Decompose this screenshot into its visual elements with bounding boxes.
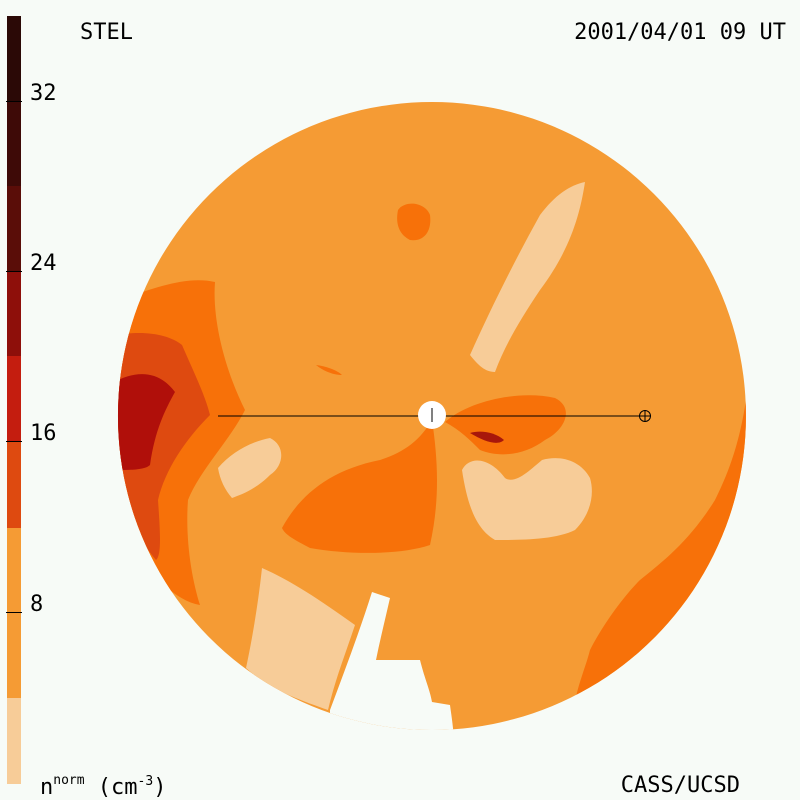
colorbar-label-32: 32	[30, 81, 57, 106]
colorbar-tick-8	[6, 612, 22, 613]
colorbar-label-24: 24	[30, 251, 57, 276]
unit-sup: norm	[53, 773, 85, 788]
unit-exp: -3	[137, 774, 154, 789]
colorbar	[7, 16, 21, 784]
colorbar-label-16: 16	[30, 421, 57, 446]
earth-icon	[639, 410, 651, 422]
unit-base: n	[40, 775, 54, 800]
datetime-label: 2001/04/01 09 UT	[574, 20, 786, 45]
unit-label: nnorm (cm-3)	[40, 774, 166, 799]
credit-label: CASS/UCSD	[620, 773, 740, 798]
unit-open: (cm	[84, 775, 138, 800]
sun-icon	[418, 401, 446, 429]
colorbar-label-8: 8	[30, 592, 44, 617]
unit-close: )	[153, 775, 167, 800]
station-label: STEL	[80, 20, 133, 45]
colorbar-tick-16	[6, 441, 22, 442]
colorbar-tick-24	[6, 271, 22, 272]
colorbar-tick-32	[6, 101, 22, 102]
